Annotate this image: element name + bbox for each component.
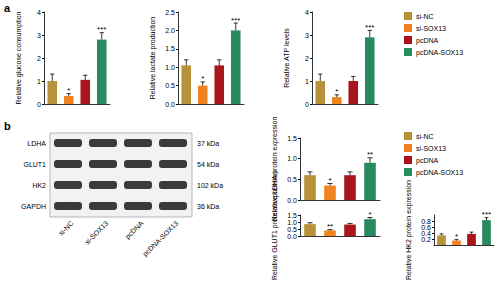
svg-text:*: *	[67, 86, 70, 95]
svg-text:a: a	[4, 2, 11, 14]
svg-text:0.0: 0.0	[287, 233, 297, 240]
svg-text:0.5: 0.5	[165, 82, 175, 89]
svg-text:37 kDa: 37 kDa	[197, 140, 219, 147]
svg-text:b: b	[4, 120, 11, 132]
svg-text:*: *	[455, 232, 458, 241]
svg-text:Relative lactate production: Relative lactate production	[149, 17, 157, 100]
svg-text:***: ***	[365, 23, 374, 32]
svg-text:***: ***	[97, 25, 106, 34]
svg-text:4: 4	[305, 9, 309, 16]
svg-text:***: ***	[231, 16, 240, 25]
svg-text:GAPDH: GAPDH	[21, 203, 46, 210]
svg-text:0: 0	[37, 101, 41, 108]
svg-text:pcDNA-SOX13: pcDNA-SOX13	[141, 219, 180, 258]
svg-text:2.0: 2.0	[165, 27, 175, 34]
svg-text:0.0: 0.0	[287, 197, 297, 204]
svg-text:**: **	[327, 222, 333, 231]
svg-text:36 kDa: 36 kDa	[197, 203, 219, 210]
svg-text:0.5: 0.5	[287, 226, 297, 233]
svg-text:si-NC: si-NC	[416, 133, 434, 140]
svg-text:54 kDa: 54 kDa	[197, 161, 219, 168]
svg-text:LDHA: LDHA	[27, 140, 46, 147]
svg-text:si-NC: si-NC	[57, 220, 74, 237]
svg-text:***: ***	[482, 210, 491, 219]
svg-text:1: 1	[37, 78, 41, 85]
svg-text:pcDNA: pcDNA	[416, 37, 439, 45]
svg-text:4: 4	[37, 9, 41, 16]
svg-text:102 kDa: 102 kDa	[197, 182, 223, 189]
svg-text:si-SOX13: si-SOX13	[83, 219, 109, 245]
svg-text:0: 0	[305, 101, 309, 108]
svg-text:1.0: 1.0	[287, 219, 297, 226]
svg-text:0.6: 0.6	[421, 224, 431, 231]
svg-text:pcDNA: pcDNA	[124, 219, 146, 241]
svg-text:Relative LDHA protein expressi: Relative LDHA protein expression	[270, 116, 278, 222]
svg-text:HK2: HK2	[32, 182, 46, 189]
svg-text:*: *	[328, 176, 331, 185]
svg-text:pcDNA: pcDNA	[416, 157, 439, 165]
svg-text:*: *	[335, 87, 338, 96]
svg-text:**: **	[367, 150, 373, 159]
svg-text:1.0: 1.0	[287, 155, 297, 162]
svg-text:Relative glucose consumption: Relative glucose consumption	[15, 11, 23, 104]
svg-text:3: 3	[37, 32, 41, 39]
svg-text:2: 2	[37, 55, 41, 62]
svg-text:1.5: 1.5	[165, 45, 175, 52]
svg-text:*: *	[201, 74, 204, 83]
svg-text:0.2: 0.2	[421, 236, 431, 243]
svg-text:1.5: 1.5	[287, 212, 297, 219]
svg-text:si-SOX13: si-SOX13	[416, 25, 446, 32]
svg-text:3: 3	[305, 32, 309, 39]
svg-text:0.0: 0.0	[165, 101, 175, 108]
svg-text:si-SOX13: si-SOX13	[416, 145, 446, 152]
svg-text:*: *	[368, 210, 371, 219]
svg-text:pcDNA-SOX13: pcDNA-SOX13	[416, 49, 463, 57]
svg-text:0.8: 0.8	[421, 218, 431, 225]
svg-text:si-NC: si-NC	[416, 13, 434, 20]
svg-text:1.5: 1.5	[287, 135, 297, 142]
svg-text:1.0: 1.0	[165, 64, 175, 71]
svg-text:pcDNA-SOX13: pcDNA-SOX13	[416, 169, 463, 177]
svg-text:0.4: 0.4	[421, 230, 431, 237]
svg-text:2: 2	[305, 55, 309, 62]
svg-text:0.5: 0.5	[287, 176, 297, 183]
svg-text:GLUT1: GLUT1	[23, 161, 46, 168]
svg-text:2.5: 2.5	[165, 9, 175, 16]
svg-text:Relative ATP levels: Relative ATP levels	[283, 28, 290, 88]
svg-text:Relative GLUT1 protein express: Relative GLUT1 protein expression	[271, 171, 279, 280]
svg-text:1: 1	[305, 78, 309, 85]
svg-text:Relative HK2 protein expressio: Relative HK2 protein expression	[405, 180, 413, 280]
